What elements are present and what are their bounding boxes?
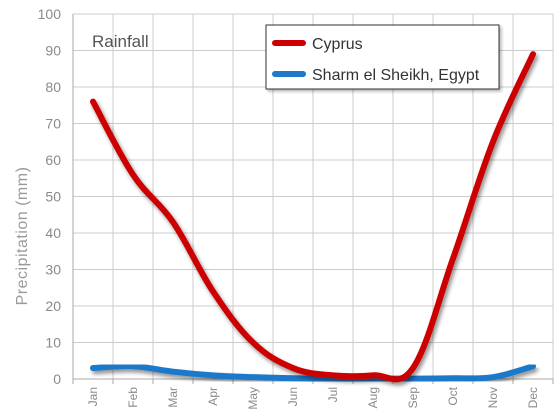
x-tick-label: Dec (526, 387, 540, 408)
x-tick-label: May (246, 387, 260, 410)
x-tick-label: Nov (486, 387, 500, 408)
y-axis-ticks: 0 10 20 30 40 50 60 70 80 90 100 (38, 6, 62, 387)
y-tick-label: 20 (45, 298, 61, 314)
series-lines (90, 51, 536, 383)
y-tick-label: 0 (53, 371, 61, 387)
x-axis-ticks: Jan Feb Mar Apr May Jun Jul Aug Sep Oct Nov Dec (86, 386, 540, 409)
x-tick-label: Jan (86, 387, 100, 406)
legend-label-cyprus: Cyprus (312, 36, 363, 53)
y-tick-label: 30 (45, 262, 61, 278)
legend-box (265, 24, 500, 90)
series-line-cyprus (90, 51, 536, 383)
chart-title: Rainfall (92, 32, 149, 51)
series-line-sharm (90, 363, 536, 382)
x-tick-label: Aug (366, 387, 380, 408)
y-tick-label: 10 (45, 335, 61, 351)
x-tick-label: Apr (206, 387, 220, 406)
x-tick-label: Oct (446, 386, 460, 405)
y-tick-label: 60 (45, 152, 61, 168)
legend: Cyprus Sharm el Sheikh, Egypt (265, 24, 500, 90)
y-axis-title: Precipitation (mm) (14, 167, 31, 306)
x-tick-label: Jul (326, 387, 340, 402)
y-tick-label: 100 (38, 6, 62, 22)
x-tick-label: Sep (406, 387, 420, 409)
y-tick-label: 70 (45, 116, 61, 132)
y-tick-label: 50 (45, 189, 61, 205)
y-tick-label: 80 (45, 79, 61, 95)
x-tick-label: Jun (286, 387, 300, 406)
y-tick-label: 90 (45, 43, 61, 59)
x-tick-label: Mar (166, 387, 180, 408)
x-tick-label: Feb (126, 387, 140, 408)
legend-label-sharm: Sharm el Sheikh, Egypt (312, 67, 480, 84)
y-tick-label: 40 (45, 225, 61, 241)
